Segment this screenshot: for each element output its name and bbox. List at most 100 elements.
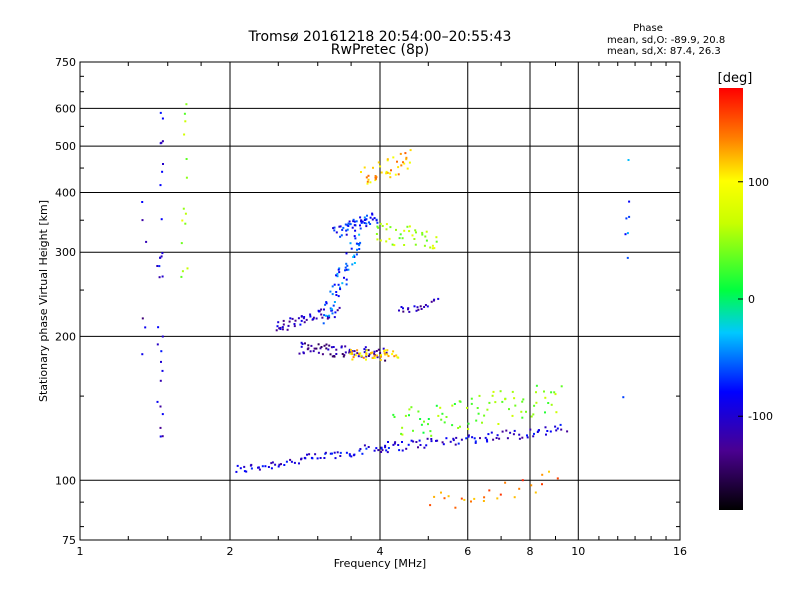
data-point [346,228,349,231]
data-point [425,239,428,242]
data-point [381,225,384,227]
data-point [271,461,274,464]
data-point [333,229,336,232]
data-point [326,317,329,320]
data-point [341,282,344,285]
data-point [329,307,332,310]
data-point [387,441,389,443]
data-point [323,344,326,347]
data-point [333,301,336,303]
data-point [359,227,362,230]
data-point [181,270,184,273]
data-point [360,171,362,173]
data-point [402,307,404,310]
data-point [389,172,391,175]
data-point [383,352,386,355]
data-point [363,348,366,351]
data-point [277,465,280,468]
data-point [554,393,557,396]
data-point [319,347,322,350]
data-point [415,441,418,443]
data-point [348,350,351,353]
data-point [397,173,400,176]
y-tick-label: 600 [55,102,76,115]
data-point [404,152,407,155]
data-point [439,406,442,409]
x-tick-label: 2 [227,545,234,558]
data-point [433,495,436,498]
data-point [420,308,423,310]
data-point [445,416,448,418]
data-point [270,467,273,470]
data-point [408,414,410,417]
data-point [325,314,328,317]
data-point [380,355,382,358]
data-point [324,451,327,454]
data-point [358,244,361,247]
data-point [499,390,502,393]
data-point [376,221,379,224]
data-point [348,348,351,351]
data-point [288,320,291,323]
data-point [299,323,302,326]
data-point [543,390,545,393]
data-point [186,267,189,270]
y-tick-label: 100 [55,474,76,487]
y-axis-ticks: 75 100 200 300 400 500 600 750 [55,56,76,547]
data-point [529,428,532,431]
data-point [330,309,333,312]
data-point [339,288,342,291]
data-point [363,222,366,224]
data-point [347,268,350,271]
data-point [386,451,389,454]
data-point [375,176,378,179]
data-point [454,506,457,509]
data-point [329,353,332,356]
data-point [400,306,403,308]
data-point [460,497,463,500]
data-point [335,353,338,355]
data-point [348,453,351,456]
data-point [511,390,514,393]
data-point [497,423,500,425]
data-point [511,414,514,417]
data-point [375,233,378,235]
data-point [534,491,537,494]
data-point [332,227,335,230]
data-point [423,244,426,247]
data-point [306,453,308,456]
data-point [358,233,361,236]
data-point [393,244,396,247]
data-point [429,430,432,433]
data-point [387,447,390,449]
data-point [303,316,306,318]
data-point [431,247,434,250]
data-point [345,229,348,232]
data-point [366,182,369,185]
data-point [343,276,345,279]
data-point [353,353,356,356]
y-tick-label: 500 [55,140,76,153]
data-point [478,394,481,397]
data-point [312,318,315,320]
data-points [141,103,631,509]
data-point [365,352,368,355]
data-point [445,437,448,440]
data-point [435,404,438,407]
data-point [352,256,355,258]
data-point [361,220,364,223]
data-point [366,214,368,217]
data-point [477,412,480,415]
data-point [521,479,524,482]
data-point [158,276,161,279]
data-point [385,228,388,231]
data-point [351,226,354,229]
data-point [559,423,562,426]
data-point [447,495,450,498]
data-point [302,317,305,320]
data-point [331,452,333,455]
data-point [419,444,422,446]
data-point [317,309,320,312]
data-point [471,436,474,439]
data-point [360,354,363,357]
